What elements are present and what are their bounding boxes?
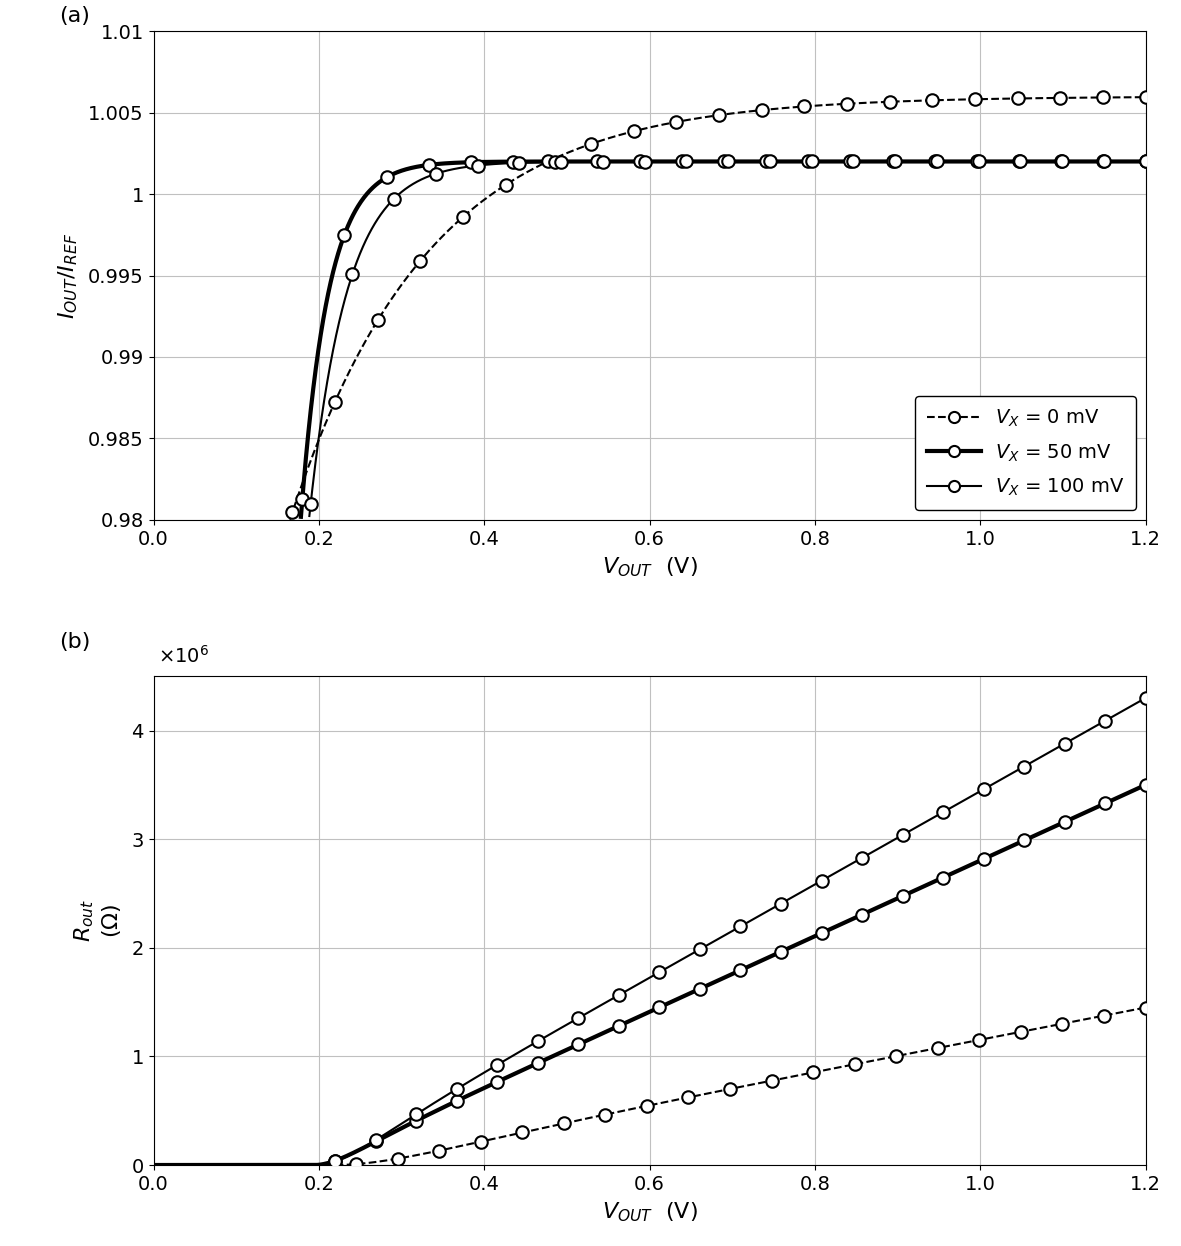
Legend: $V_X$ = 0 mV, $V_X$ = 50 mV, $V_X$ = 100 mV: $V_X$ = 0 mV, $V_X$ = 50 mV, $V_X$ = 100… (915, 396, 1136, 510)
Y-axis label: $I_{OUT}/I_{REF}$: $I_{OUT}/I_{REF}$ (57, 233, 80, 319)
X-axis label: $V_{OUT}$  (V): $V_{OUT}$ (V) (601, 556, 698, 579)
Text: (b): (b) (59, 632, 91, 652)
Text: (a): (a) (59, 6, 90, 26)
Y-axis label: $R_{out}$
$(\Omega)$: $R_{out}$ $(\Omega)$ (73, 898, 123, 942)
Text: $\times10^6$: $\times10^6$ (158, 644, 210, 667)
X-axis label: $V_{OUT}$  (V): $V_{OUT}$ (V) (601, 1201, 698, 1225)
